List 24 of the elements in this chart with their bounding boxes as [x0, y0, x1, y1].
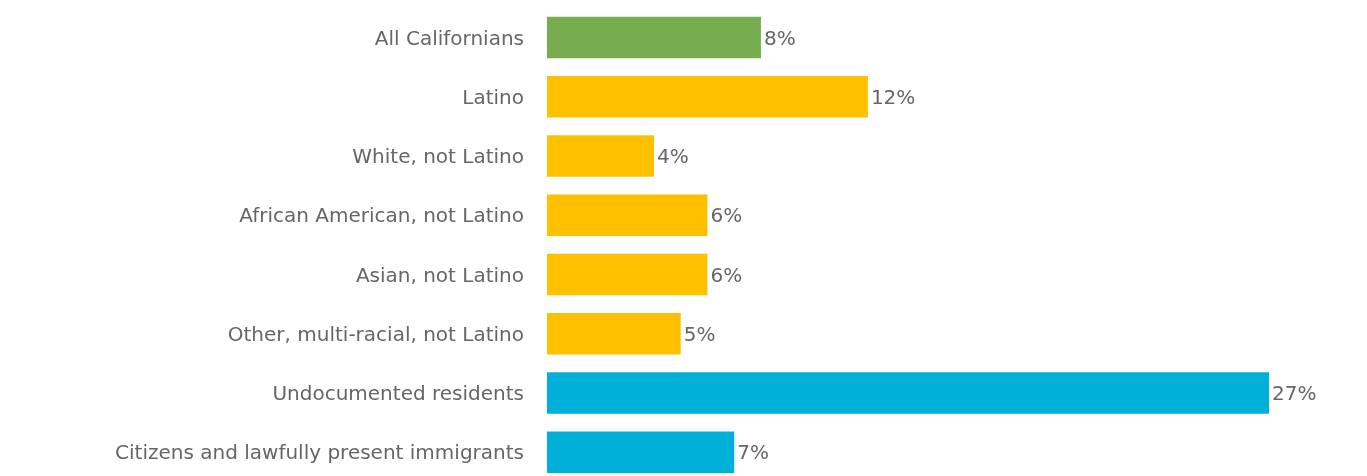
bar: [547, 135, 654, 177]
y-tick-label: Latino: [462, 84, 524, 109]
y-tick-label: Citizens and lawfully present immigrants: [115, 440, 524, 465]
y-tick-label: White, not Latino: [352, 144, 524, 169]
y-tick-label: African American, not Latino: [239, 203, 524, 228]
data-label: 27%: [1272, 381, 1317, 406]
bar: [547, 313, 681, 355]
y-tick-label: Other, multi-racial, not Latino: [227, 321, 524, 346]
data-label: 7%: [737, 440, 769, 465]
bar: [547, 372, 1269, 414]
y-tick-label: Asian, not Latino: [355, 262, 524, 287]
bar: [547, 431, 735, 474]
bar: [547, 76, 868, 118]
data-label: 5%: [683, 321, 716, 346]
y-tick-label: Undocumented residents: [272, 381, 524, 406]
bar: [547, 253, 708, 296]
data-label: 12%: [870, 84, 916, 109]
data-label: 6%: [710, 262, 743, 287]
data-label: 4%: [656, 144, 689, 169]
bar: [547, 16, 761, 59]
data-label: 6%: [710, 203, 743, 228]
data-label: 8%: [763, 25, 796, 50]
y-tick-label: All Californians: [374, 25, 524, 50]
bar: [547, 194, 708, 237]
